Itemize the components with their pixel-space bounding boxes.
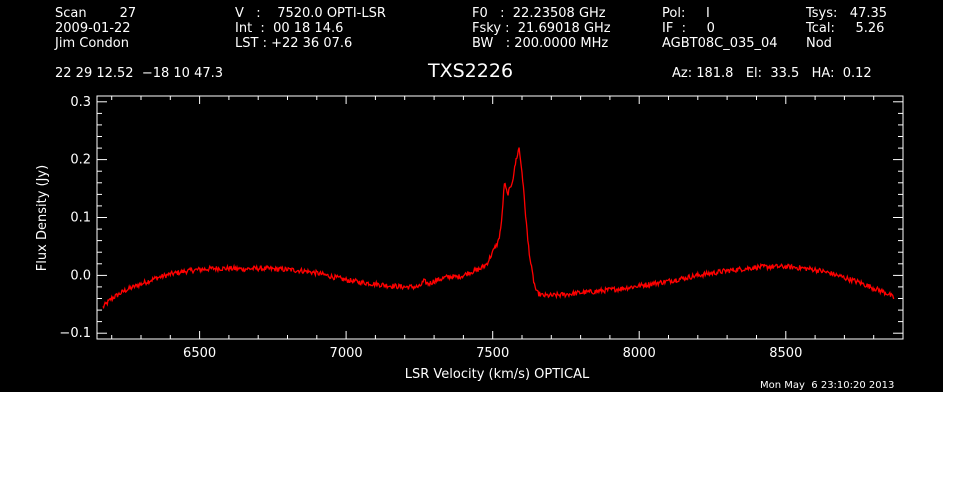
lst-label: LST : +22 36 07.6 <box>235 36 353 51</box>
spectrum-chart: 6500 7000 7500 8000 8500 −0.1 0.0 0.1 0.2 0.3 LS… <box>35 95 904 382</box>
date-label: 2009-01-22 <box>55 21 131 36</box>
scan-label: Scan 27 <box>55 6 137 21</box>
source-title: TXS2226 <box>428 60 514 82</box>
x-tick-label: 8000 <box>623 346 656 361</box>
tcal-label: Tcal: 5.26 <box>806 21 885 36</box>
fsky-label: Fsky : 21.69018 GHz <box>472 21 611 36</box>
y-tick-label: 0.1 <box>70 211 91 226</box>
tsys-label: Tsys: 47.35 <box>806 6 888 21</box>
bw-label: BW : 200.0000 MHz <box>472 36 609 51</box>
plot-frame <box>96 95 904 340</box>
y-tick-label: −0.1 <box>59 326 91 341</box>
y-tick-label: 0.2 <box>70 153 91 168</box>
x-tick-label: 7500 <box>476 346 509 361</box>
timestamp-label: Mon May 6 23:10:20 2013 <box>760 380 895 391</box>
azel-label: Az: 181.8 El: 33.5 HA: 0.12 <box>672 66 872 81</box>
x-axis-label: LSR Velocity (km/s) OPTICAL <box>405 367 590 382</box>
pol-label: Pol: I <box>662 6 710 21</box>
velocity-label: V : 7520.0 OPTI-LSR <box>235 6 386 21</box>
x-tick-label: 7000 <box>330 346 363 361</box>
project-label: AGBT08C_035_04 <box>662 36 778 51</box>
y-axis-label: Flux Density (Jy) <box>35 165 50 271</box>
observer-label: Jim Condon <box>55 36 129 51</box>
spectrum-series-line <box>102 147 895 310</box>
x-tick-label: 6500 <box>183 346 216 361</box>
if-label: IF : 0 <box>662 21 715 36</box>
y-tick-label: 0.3 <box>70 95 91 110</box>
f0-label: F0 : 22.23508 GHz <box>472 6 606 21</box>
plot-panel: Scan 27 V : 7520.0 OPTI-LSR F0 : 22.2350… <box>0 0 943 392</box>
int-label: Int : 00 18 14.6 <box>235 21 344 36</box>
coords-label: 22 29 12.52 −18 10 47.3 <box>55 66 224 81</box>
procedure-label: Nod <box>806 36 832 51</box>
x-tick-label: 8500 <box>769 346 802 361</box>
y-tick-label: 0.0 <box>70 268 91 283</box>
